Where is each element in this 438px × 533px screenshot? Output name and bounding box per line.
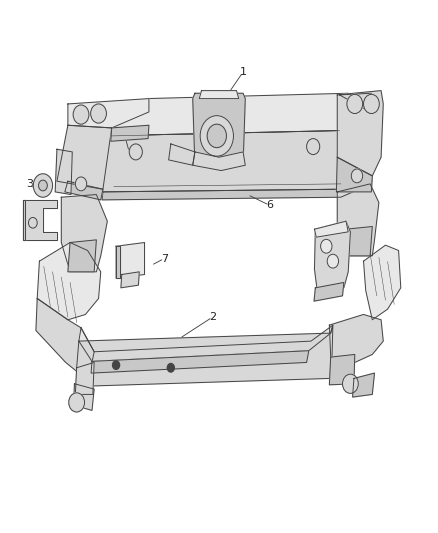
- Circle shape: [321, 239, 332, 253]
- Polygon shape: [68, 240, 96, 272]
- Circle shape: [69, 393, 85, 412]
- Polygon shape: [329, 354, 355, 385]
- Circle shape: [200, 116, 233, 156]
- Polygon shape: [55, 149, 72, 195]
- Polygon shape: [79, 325, 333, 361]
- Polygon shape: [101, 93, 370, 136]
- Polygon shape: [68, 99, 149, 128]
- Text: 4: 4: [25, 216, 32, 226]
- Polygon shape: [353, 373, 374, 397]
- Polygon shape: [193, 93, 245, 165]
- Text: 1: 1: [240, 67, 247, 77]
- Polygon shape: [121, 272, 139, 288]
- Polygon shape: [336, 157, 372, 192]
- Polygon shape: [37, 243, 101, 320]
- Polygon shape: [169, 144, 195, 165]
- Polygon shape: [75, 362, 94, 394]
- Polygon shape: [65, 181, 103, 200]
- Circle shape: [75, 177, 87, 191]
- Circle shape: [347, 94, 363, 114]
- Polygon shape: [314, 221, 348, 237]
- Circle shape: [113, 361, 120, 369]
- Polygon shape: [61, 195, 107, 272]
- Circle shape: [307, 139, 320, 155]
- Text: 7: 7: [161, 254, 168, 263]
- Circle shape: [351, 169, 363, 183]
- Text: 3: 3: [26, 179, 33, 189]
- Circle shape: [33, 174, 53, 197]
- Polygon shape: [57, 125, 112, 189]
- Circle shape: [364, 94, 379, 114]
- Polygon shape: [344, 227, 372, 256]
- Polygon shape: [337, 184, 379, 256]
- Polygon shape: [101, 112, 372, 192]
- Circle shape: [91, 104, 106, 123]
- Text: 2: 2: [209, 312, 216, 322]
- Circle shape: [327, 254, 339, 268]
- Text: 3: 3: [121, 131, 128, 141]
- Polygon shape: [199, 91, 239, 99]
- Polygon shape: [23, 200, 25, 240]
- Polygon shape: [329, 314, 383, 362]
- Circle shape: [73, 105, 89, 124]
- Circle shape: [343, 374, 358, 393]
- Polygon shape: [337, 91, 383, 176]
- Polygon shape: [111, 125, 149, 141]
- Polygon shape: [102, 176, 372, 200]
- Polygon shape: [314, 282, 344, 301]
- Polygon shape: [77, 325, 333, 386]
- Circle shape: [39, 180, 47, 191]
- Polygon shape: [74, 384, 94, 410]
- Text: 6: 6: [266, 200, 273, 210]
- Polygon shape: [193, 152, 245, 171]
- Polygon shape: [116, 243, 145, 278]
- Polygon shape: [36, 298, 94, 373]
- Circle shape: [129, 144, 142, 160]
- Circle shape: [167, 364, 174, 372]
- Polygon shape: [314, 221, 350, 293]
- Polygon shape: [339, 93, 371, 112]
- Polygon shape: [116, 246, 120, 278]
- Text: 5: 5: [349, 248, 356, 258]
- Circle shape: [207, 124, 226, 148]
- Polygon shape: [364, 245, 401, 320]
- Polygon shape: [91, 351, 309, 373]
- Polygon shape: [23, 200, 57, 240]
